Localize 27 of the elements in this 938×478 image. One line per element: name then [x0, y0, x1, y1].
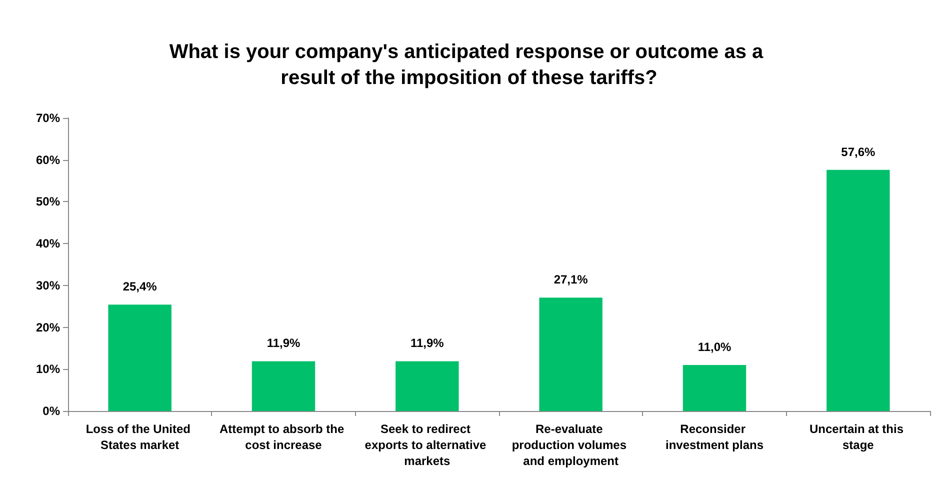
y-tick-label: 0%: [42, 404, 60, 418]
data-label: 11,9%: [410, 336, 444, 350]
data-label: 11,9%: [266, 336, 301, 350]
bar: [396, 361, 459, 411]
bar: [252, 361, 316, 411]
x-tick-label: Loss of the United States market: [86, 422, 194, 452]
bar: [826, 170, 890, 411]
y-tick-label: 20%: [36, 320, 60, 334]
x-tick-label: Uncertain at this stage: [809, 422, 907, 452]
y-tick-label: 30%: [36, 278, 60, 292]
x-tick-label: Reconsider investment plans: [665, 422, 764, 452]
data-label: 27,1%: [554, 272, 588, 287]
chart-title: What is your company's anticipated response or outcome as a result of the imposition of these tariffs?: [169, 41, 769, 89]
bar: [108, 304, 172, 411]
data-label: 57,6%: [841, 144, 876, 159]
y-tick-label: 40%: [36, 236, 60, 251]
y-tick-label: 50%: [36, 194, 60, 209]
bar: [539, 298, 602, 411]
data-label: 11,0%: [698, 340, 732, 354]
y-tick-label: 70%: [36, 111, 60, 125]
y-tick-label: 10%: [36, 362, 60, 376]
x-tick-label: Re-evaluate production volumes and employment: [512, 422, 630, 468]
data-label: 25,4%: [122, 280, 158, 294]
y-tick-label: 60%: [36, 152, 60, 167]
bar: [682, 364, 746, 411]
x-tick-label: Attempt to absorb the cost increase: [220, 422, 348, 452]
x-tick-label: Seek to redirect exports to alternative markets: [364, 422, 490, 468]
